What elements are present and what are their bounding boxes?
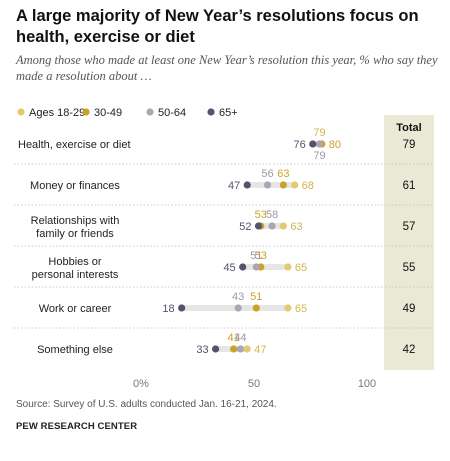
data-point [263,181,272,189]
data-label: 80 [329,139,341,151]
data-label: 53 [255,209,267,221]
data-point [211,345,220,353]
total-value: 61 [403,180,416,192]
data-label: 47 [228,180,240,192]
chart-title: A large majority of New Year’s resolutio… [16,7,419,46]
data-point [284,304,292,312]
total-value: 42 [403,344,416,356]
total-value: 57 [403,221,416,233]
legend-dot [146,108,154,116]
data-point [268,222,276,230]
data-label: 76 [294,139,306,151]
data-label: 53 [255,250,267,262]
data-point [291,181,299,189]
data-point [279,222,287,230]
data-label: 51 [250,250,262,262]
legend-dot [82,108,90,116]
total-panel [384,115,434,370]
data-point [254,222,263,230]
data-point [252,263,260,271]
data-point [252,304,260,312]
data-label: 47 [254,344,266,356]
data-point [239,263,247,271]
data-label: 79 [313,150,325,162]
data-point [279,181,287,189]
data-point [178,304,186,312]
x-tick-label: 50 [248,378,260,390]
data-label: 45 [223,262,235,274]
data-point [243,181,251,189]
chart-subtitle: Among those who made at least one New Ye… [16,53,438,83]
data-label: 52 [239,221,251,233]
data-point [243,345,251,353]
data-label: 65 [295,303,307,315]
row-label: Health, exercise or diet [18,139,131,151]
legend-label: 50-64 [158,107,186,119]
source-note: Source: Survey of U.S. adults conducted … [16,399,277,410]
row-label: Something else [37,344,113,356]
data-label: 56 [261,168,273,180]
data-label: 65 [295,262,307,274]
data-point [230,345,238,353]
row-label: Work or career [39,303,112,315]
brand-logo-text: PEW RESEARCH CENTER [16,421,138,432]
data-point [284,263,292,271]
row-label: Money or finances [30,180,120,192]
data-point [236,345,245,353]
data-label: 43 [232,291,244,303]
legend-label: 65+ [219,107,238,119]
data-label: 41 [228,332,240,344]
data-label: 33 [196,344,208,356]
row-label: Relationships with family or friends [31,215,120,240]
data-label: 63 [277,168,289,180]
data-label: 51 [250,291,262,303]
data-label: 18 [162,303,174,315]
data-label: 44 [234,332,246,344]
data-point [315,140,324,148]
range-bar [242,264,288,270]
total-header: Total [396,122,421,134]
data-label: 68 [302,180,314,192]
total-value: 55 [403,262,416,274]
data-point [309,140,317,148]
data-label: 79 [313,127,325,139]
data-label: 58 [266,209,278,221]
x-tick-label: 100 [358,378,376,390]
x-tick-label: 0% [133,378,149,390]
legend-label: 30-49 [94,107,122,119]
total-value: 49 [403,303,416,315]
legend-dot [207,108,215,116]
legend-dot [17,108,25,116]
row-label: Hobbies or personal interests [32,256,119,281]
legend-label: Ages 18-29 [29,107,85,119]
total-value: 79 [403,139,416,151]
data-label: 63 [290,221,302,233]
dot-plot: Total Ages 18-29 30-49 50-64 65+ Health, exer… [14,107,434,390]
data-point [234,304,242,312]
